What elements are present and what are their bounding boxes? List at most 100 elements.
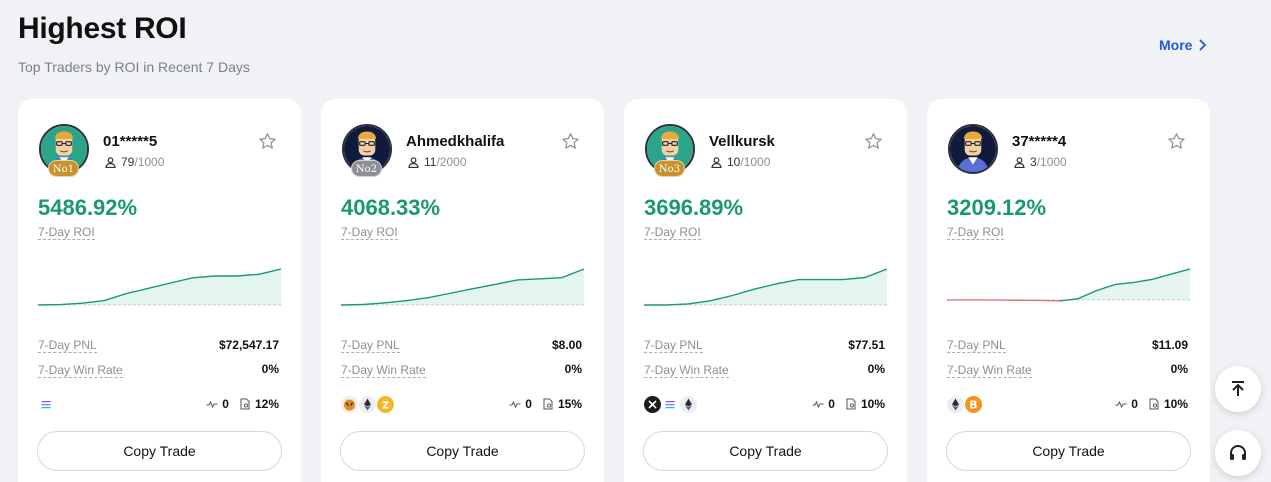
win-rate-label[interactable]: 7-Day Win Rate bbox=[947, 363, 1032, 378]
traded-coins bbox=[38, 396, 55, 413]
stat-percent: 12% bbox=[239, 397, 279, 411]
sparkline-line bbox=[644, 268, 887, 306]
star-favorite-icon[interactable] bbox=[258, 132, 277, 151]
win-rate-value: 0% bbox=[261, 362, 279, 376]
win-rate-label[interactable]: 7-Day Win Rate bbox=[38, 363, 123, 378]
document-icon bbox=[1149, 398, 1159, 410]
stat-activity-value: 0 bbox=[222, 397, 229, 411]
followers-count: 11/2000 bbox=[408, 155, 467, 169]
win-rate-label[interactable]: 7-Day Win Rate bbox=[341, 363, 426, 378]
trader-name[interactable]: 01*****5 bbox=[103, 133, 158, 150]
followers-max: /1000 bbox=[1036, 155, 1067, 169]
solana-coin-icon bbox=[662, 396, 679, 413]
followers-current: 10 bbox=[727, 155, 741, 169]
star-favorite-icon[interactable] bbox=[561, 132, 580, 151]
roi-value: 4068.33% bbox=[341, 195, 441, 220]
copy-trade-button[interactable]: Copy Trade bbox=[37, 431, 282, 471]
trader-stats: 0 15% bbox=[509, 397, 582, 411]
trader-cards: No1 01*****5 79/1000 5486.92% 7-Day ROI 7-Day… bbox=[18, 99, 1210, 482]
win-rate-label[interactable]: 7-Day Win Rate bbox=[644, 363, 729, 378]
document-icon bbox=[846, 398, 856, 410]
chevron-right-icon bbox=[1199, 39, 1207, 51]
followers-count: 79/1000 bbox=[105, 155, 164, 169]
stat-activity-value: 0 bbox=[828, 397, 835, 411]
star-favorite-icon[interactable] bbox=[864, 132, 883, 151]
roi-label[interactable]: 7-Day ROI bbox=[947, 225, 1004, 240]
stat-activity: 0 bbox=[206, 397, 229, 411]
trader-name[interactable]: Vellkursk bbox=[709, 133, 775, 150]
rank-badge: No2 bbox=[351, 160, 382, 177]
trader-name[interactable]: Ahmedkhalifa bbox=[406, 133, 505, 150]
avatar[interactable] bbox=[948, 124, 998, 174]
followers-count: 3/1000 bbox=[1014, 155, 1067, 169]
sparkline-negative-line bbox=[947, 299, 1060, 302]
tiger-coin-icon bbox=[341, 396, 358, 413]
followers-max: /2000 bbox=[436, 155, 467, 169]
trader-card[interactable]: 37*****4 3/1000 3209.12% 7-Day ROI 7-Day PNL… bbox=[927, 99, 1210, 482]
roi-label[interactable]: 7-Day ROI bbox=[341, 225, 398, 240]
rank-badge: No3 bbox=[654, 160, 685, 177]
rank-badge: No1 bbox=[48, 160, 79, 177]
page-title: Highest ROI bbox=[18, 12, 187, 45]
star-favorite-icon[interactable] bbox=[1167, 132, 1186, 151]
roi-label[interactable]: 7-Day ROI bbox=[644, 225, 701, 240]
win-rate-value: 0% bbox=[867, 362, 885, 376]
win-rate-value: 0% bbox=[1170, 362, 1188, 376]
trader-stats: 0 10% bbox=[812, 397, 885, 411]
sparkline-area bbox=[38, 269, 281, 305]
roi-label[interactable]: 7-Day ROI bbox=[38, 225, 95, 240]
followers-current: 11 bbox=[424, 155, 437, 169]
trader-name[interactable]: 37*****4 bbox=[1012, 133, 1067, 150]
scroll-to-top-button[interactable] bbox=[1215, 366, 1261, 412]
x-coin-icon bbox=[644, 396, 661, 413]
copy-trade-button[interactable]: Copy Trade bbox=[946, 431, 1191, 471]
trader-card[interactable]: No2 Ahmedkhalifa 11/2000 4068.33% 7-Day ROI 7… bbox=[321, 99, 604, 482]
user-icon bbox=[408, 156, 419, 168]
activity-icon bbox=[812, 400, 824, 409]
stat-percent-value: 12% bbox=[254, 397, 279, 411]
document-icon bbox=[240, 398, 250, 410]
section-header: Highest ROI Top Traders by ROI in Recent… bbox=[18, 10, 250, 75]
user-icon bbox=[105, 156, 116, 168]
trader-card[interactable]: No3 Vellkursk 10/1000 3696.89% 7-Day ROI 7-Da… bbox=[624, 99, 907, 482]
roi-value: 3696.89% bbox=[644, 195, 744, 220]
copy-trade-button[interactable]: Copy Trade bbox=[340, 431, 585, 471]
copy-trade-button[interactable]: Copy Trade bbox=[643, 431, 888, 471]
traded-coins bbox=[644, 396, 697, 413]
svg-text:B: B bbox=[969, 399, 977, 412]
pnl-label[interactable]: 7-Day PNL bbox=[341, 338, 400, 353]
followers-max: /1000 bbox=[134, 155, 165, 169]
roi-sparkline bbox=[947, 268, 1190, 302]
stat-activity-value: 0 bbox=[525, 397, 532, 411]
stat-activity: 0 bbox=[509, 397, 532, 411]
traded-coins: Z bbox=[341, 396, 394, 413]
trader-card[interactable]: No1 01*****5 79/1000 5486.92% 7-Day ROI 7-Day… bbox=[18, 99, 301, 482]
pnl-label[interactable]: 7-Day PNL bbox=[644, 338, 703, 353]
traded-coins: B bbox=[947, 396, 982, 413]
roi-sparkline bbox=[644, 268, 887, 306]
win-rate-value: 0% bbox=[564, 362, 582, 376]
followers-max: /1000 bbox=[740, 155, 771, 169]
user-icon bbox=[711, 156, 722, 168]
sparkline-area bbox=[947, 269, 1190, 301]
support-button[interactable] bbox=[1215, 430, 1261, 476]
bitcoin-coin-icon: B bbox=[965, 396, 982, 413]
roi-value: 3209.12% bbox=[947, 195, 1047, 220]
document-icon bbox=[543, 398, 553, 410]
stat-percent-value: 15% bbox=[557, 397, 582, 411]
activity-icon bbox=[1115, 400, 1127, 409]
more-link[interactable]: More bbox=[1159, 37, 1207, 53]
page-subtitle: Top Traders by ROI in Recent 7 Days bbox=[18, 59, 250, 75]
stat-percent: 10% bbox=[845, 397, 885, 411]
activity-icon bbox=[509, 400, 521, 409]
sparkline-line bbox=[38, 268, 281, 306]
zcash-coin-icon: Z bbox=[377, 396, 394, 413]
sparkline-line bbox=[1059, 268, 1190, 302]
headset-icon bbox=[1230, 445, 1246, 460]
pnl-value: $11.09 bbox=[1151, 338, 1188, 352]
pnl-label[interactable]: 7-Day PNL bbox=[38, 338, 97, 353]
ethereum-coin-icon bbox=[359, 396, 376, 413]
roi-sparkline bbox=[38, 268, 281, 306]
pnl-label[interactable]: 7-Day PNL bbox=[947, 338, 1006, 353]
roi-sparkline bbox=[341, 268, 584, 306]
